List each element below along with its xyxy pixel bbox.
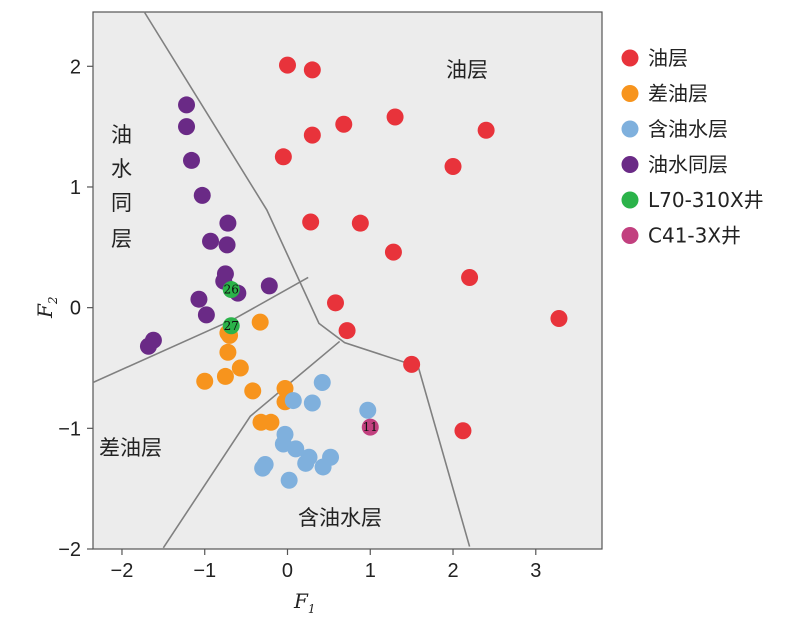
plot-area xyxy=(92,11,603,550)
region-label-oil: 油层 xyxy=(446,58,488,82)
data-point xyxy=(444,157,462,175)
legend-marker xyxy=(621,120,639,138)
data-point xyxy=(260,277,278,295)
data-point xyxy=(359,401,377,419)
data-point xyxy=(218,236,236,254)
region-label-oil-water-1: 油 xyxy=(111,123,132,147)
data-point xyxy=(326,294,344,312)
data-point xyxy=(251,313,269,331)
legend-marker xyxy=(621,156,639,173)
data-point xyxy=(222,281,240,299)
axis-ticks: −2 −1 0 1 2 3 −2 −1 0 1 2 xyxy=(58,56,541,582)
data-point xyxy=(477,121,495,139)
point-label: 27 xyxy=(224,319,239,333)
region-label-oily-water: 含油水层 xyxy=(298,506,382,530)
data-point xyxy=(274,148,292,166)
data-point xyxy=(196,372,214,390)
data-point xyxy=(216,367,234,385)
x-tick-label: 1 xyxy=(365,560,376,582)
x-tick-label: 2 xyxy=(447,560,458,582)
data-point xyxy=(193,186,211,204)
data-point xyxy=(302,213,320,231)
legend-marker xyxy=(621,191,639,209)
legend-label: 含油水层 xyxy=(648,117,728,141)
data-point xyxy=(182,151,200,169)
data-point xyxy=(178,118,196,136)
x-axis-title: F1 xyxy=(293,589,316,616)
point-label: 11 xyxy=(363,420,378,434)
data-point xyxy=(219,214,237,232)
data-point xyxy=(244,382,262,400)
data-point xyxy=(254,459,272,477)
data-point xyxy=(197,306,215,324)
region-label-poor-oil: 差油层 xyxy=(99,436,162,460)
x-tick-label: 3 xyxy=(530,560,541,582)
data-point xyxy=(190,290,208,308)
data-point xyxy=(313,373,331,391)
y-tick-label: 2 xyxy=(70,56,81,78)
data-point xyxy=(335,115,353,133)
data-point xyxy=(297,454,315,472)
data-point xyxy=(461,268,479,286)
data-point xyxy=(287,440,305,458)
y-tick-label: −1 xyxy=(58,418,81,440)
data-point xyxy=(303,394,321,412)
data-point xyxy=(314,458,332,476)
data-point xyxy=(284,392,302,410)
data-point xyxy=(178,96,196,114)
data-point xyxy=(351,214,369,232)
legend-marker xyxy=(621,49,639,67)
data-point xyxy=(139,337,157,355)
data-point xyxy=(222,317,240,335)
y-tick-label: 0 xyxy=(70,298,81,320)
y-tick-label: 1 xyxy=(70,177,81,199)
legend-label: 油层 xyxy=(648,46,688,70)
data-point xyxy=(231,359,249,377)
x-tick-label: −2 xyxy=(111,560,134,582)
region-label-oil-water-4: 层 xyxy=(111,227,132,251)
boundary-line xyxy=(162,340,341,549)
y-tick-label: −2 xyxy=(58,539,81,561)
y-axis-title: F2 xyxy=(33,296,60,319)
point-label: 26 xyxy=(224,283,239,297)
data-point xyxy=(386,108,404,126)
data-point xyxy=(361,418,379,436)
legend-label: C41-3X井 xyxy=(648,224,741,248)
data-point xyxy=(303,126,321,144)
data-point xyxy=(278,56,296,74)
data-point xyxy=(403,355,421,373)
data-points: 26 27 11 xyxy=(139,56,568,489)
data-point xyxy=(262,413,280,431)
legend-marker xyxy=(621,227,639,244)
data-point xyxy=(550,310,568,328)
data-point xyxy=(202,232,220,250)
boundary-line xyxy=(143,11,471,547)
region-label-oil-water-3: 同 xyxy=(111,191,132,215)
data-point xyxy=(338,322,356,340)
data-point xyxy=(280,471,298,489)
data-point xyxy=(276,380,294,398)
x-tick-label: −1 xyxy=(193,560,216,582)
legend-label: 差油层 xyxy=(648,82,708,106)
legend-marker xyxy=(621,85,639,102)
legend-label: 油水同层 xyxy=(648,153,728,177)
legend-label: L70-310X井 xyxy=(648,188,764,212)
data-point xyxy=(303,61,321,79)
data-point xyxy=(219,343,237,361)
x-tick-label: 0 xyxy=(282,560,293,582)
data-point xyxy=(454,422,472,440)
region-label-oil-water-2: 水 xyxy=(111,157,132,181)
data-point xyxy=(384,243,402,261)
